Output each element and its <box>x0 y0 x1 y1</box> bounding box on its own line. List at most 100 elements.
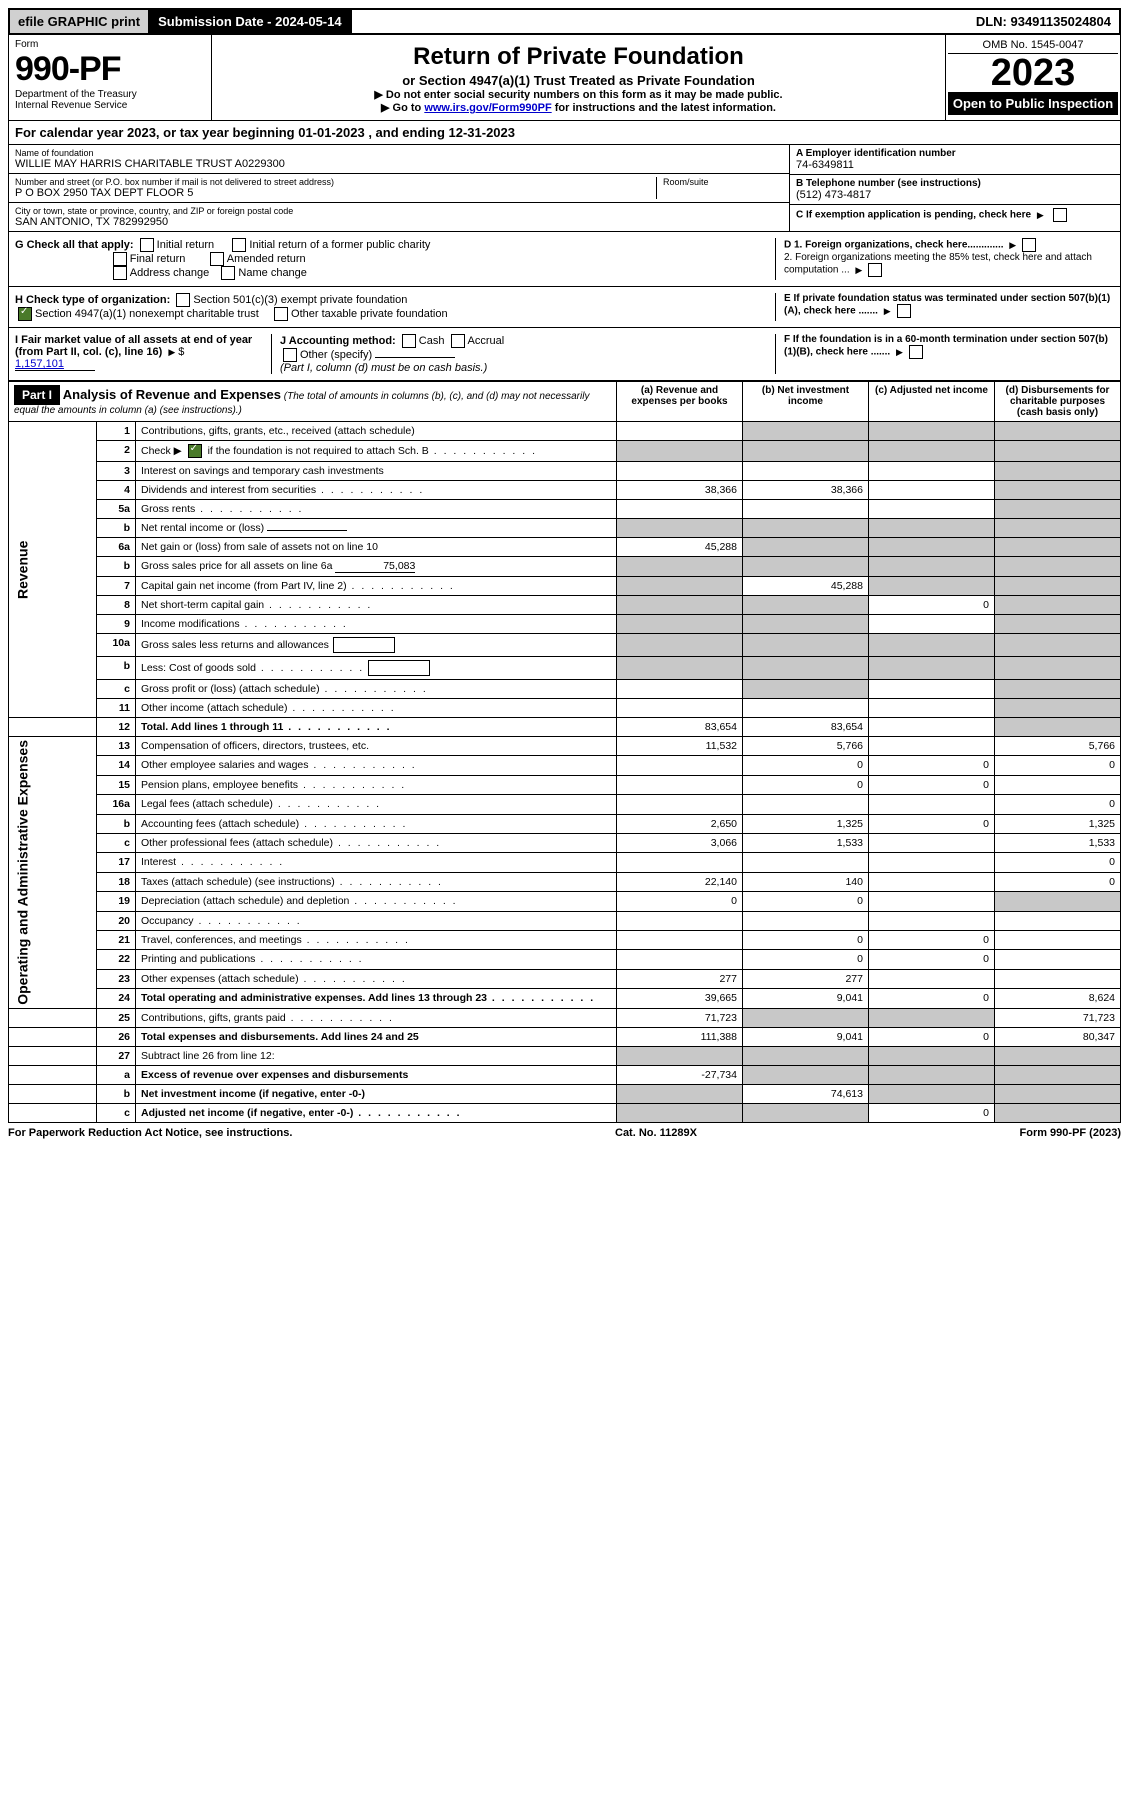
fmv-value[interactable]: 1,157,101 <box>15 358 95 371</box>
row-12-desc: Total. Add lines 1 through 11 <box>136 718 617 737</box>
r8-c: 0 <box>869 596 995 615</box>
r7-a-shaded <box>617 577 743 596</box>
row-10a-num: 10a <box>97 634 136 657</box>
c-checkbox[interactable] <box>1053 208 1067 222</box>
r7-d-shaded <box>995 577 1121 596</box>
r27a-c-shaded <box>869 1065 995 1084</box>
j-section: J Accounting method: Cash Accrual Other … <box>272 334 771 374</box>
r3-b <box>743 462 869 481</box>
r27-d-shaded <box>995 1046 1121 1065</box>
j-note: (Part I, column (d) must be on cash basi… <box>280 362 487 374</box>
row-27-num: 27 <box>97 1046 136 1065</box>
r21-b: 0 <box>743 931 869 950</box>
g-initial-public-cb[interactable] <box>232 238 246 252</box>
r23-a: 277 <box>617 969 743 988</box>
r20-c <box>869 911 995 930</box>
header-center: Return of Private Foundation or Section … <box>212 35 945 120</box>
r16a-a <box>617 795 743 814</box>
row-23-desc: Other expenses (attach schedule) <box>136 969 617 988</box>
r13-a: 11,532 <box>617 737 743 756</box>
r27b-a-shaded <box>617 1084 743 1103</box>
f-checkbox[interactable] <box>909 345 923 359</box>
row-23-num: 23 <box>97 969 136 988</box>
r26-b: 9,041 <box>743 1027 869 1046</box>
tax-year: 2023 <box>948 54 1118 92</box>
r19-b: 0 <box>743 892 869 911</box>
r14-d: 0 <box>995 756 1121 775</box>
header-left: Form 990-PF Department of the Treasury I… <box>9 35 212 120</box>
r17-d: 0 <box>995 853 1121 872</box>
row-22-desc: Printing and publications <box>136 950 617 969</box>
row-12-num: 12 <box>97 718 136 737</box>
e-checkbox[interactable] <box>897 304 911 318</box>
ein-value: 74-6349811 <box>796 159 1114 171</box>
row-20-num: 20 <box>97 911 136 930</box>
r27c-b-shaded <box>743 1103 869 1122</box>
ident-left: Name of foundation WILLIE MAY HARRIS CHA… <box>9 145 789 231</box>
d2-label: 2. Foreign organizations meeting the 85%… <box>784 252 1092 276</box>
row-21-num: 21 <box>97 931 136 950</box>
r5a-b <box>743 500 869 519</box>
r1-d-shaded <box>995 422 1121 441</box>
section-i-j-f: I Fair market value of all assets at end… <box>8 328 1121 381</box>
efile-print-button[interactable]: efile GRAPHIC print <box>10 10 150 33</box>
row-8-desc: Net short-term capital gain <box>136 596 617 615</box>
row-26-num: 26 <box>97 1027 136 1046</box>
h-501c3-cb[interactable] <box>176 293 190 307</box>
j-accrual-cb[interactable] <box>451 334 465 348</box>
col-d-header: (d) Disbursements for charitable purpose… <box>995 382 1121 422</box>
row-27b-num: b <box>97 1084 136 1103</box>
r17-a <box>617 853 743 872</box>
r19-d-shaded <box>995 892 1121 911</box>
r5b-b-shaded <box>743 519 869 538</box>
r1-a <box>617 422 743 441</box>
c-check-cell: C If exemption application is pending, c… <box>790 205 1120 225</box>
form-number: 990-PF <box>15 50 205 89</box>
g-name-change-cb[interactable] <box>221 266 235 280</box>
g-address-change-cb[interactable] <box>113 266 127 280</box>
g-opt-4: Address change <box>130 267 210 279</box>
r1-c-shaded <box>869 422 995 441</box>
r5a-d-shaded <box>995 500 1121 519</box>
g-final-return-cb[interactable] <box>113 252 127 266</box>
schb-checkbox[interactable] <box>188 444 202 458</box>
r10c-b-shaded <box>743 680 869 699</box>
h-other-cb[interactable] <box>274 307 288 321</box>
row-26-desc: Total expenses and disbursements. Add li… <box>136 1027 617 1046</box>
row-13-desc: Compensation of officers, directors, tru… <box>136 737 617 756</box>
j-other-specify[interactable] <box>375 357 455 358</box>
row-5a-num: 5a <box>97 500 136 519</box>
g-opt-3: Amended return <box>227 253 306 265</box>
g-amended-cb[interactable] <box>210 252 224 266</box>
r11-d-shaded <box>995 699 1121 718</box>
g-initial-return-cb[interactable] <box>140 238 154 252</box>
part1-badge: Part I <box>14 385 60 405</box>
r16b-a: 2,650 <box>617 814 743 833</box>
row-18-desc: Taxes (attach schedule) (see instruction… <box>136 872 617 891</box>
j-cash-cb[interactable] <box>402 334 416 348</box>
r21-a <box>617 931 743 950</box>
r27a-a: -27,734 <box>617 1065 743 1084</box>
h-4947-cb[interactable] <box>18 307 32 321</box>
irs-form-link[interactable]: www.irs.gov/Form990PF <box>424 102 551 114</box>
j-other-cb[interactable] <box>283 348 297 362</box>
r23-b: 277 <box>743 969 869 988</box>
r16c-d: 1,533 <box>995 834 1121 853</box>
footer-cat-no: Cat. No. 11289X <box>615 1127 697 1139</box>
d2-checkbox[interactable] <box>868 263 882 277</box>
r5b-d-shaded <box>995 519 1121 538</box>
row-19-num: 19 <box>97 892 136 911</box>
r10b-a-shaded <box>617 657 743 680</box>
tel-label: B Telephone number (see instructions) <box>796 178 1114 189</box>
j-other: Other (specify) <box>300 349 372 361</box>
open-to-public: Open to Public Inspection <box>948 92 1118 115</box>
r24-a: 39,665 <box>617 989 743 1009</box>
footer-form-ref: Form 990-PF (2023) <box>1020 1127 1121 1139</box>
d1-checkbox[interactable] <box>1022 238 1036 252</box>
r25-c-shaded <box>869 1008 995 1027</box>
r5a-c <box>869 500 995 519</box>
f-section: F If the foundation is in a 60-month ter… <box>775 334 1114 374</box>
r7-b: 45,288 <box>743 577 869 596</box>
row-22-num: 22 <box>97 950 136 969</box>
r16b-d: 1,325 <box>995 814 1121 833</box>
